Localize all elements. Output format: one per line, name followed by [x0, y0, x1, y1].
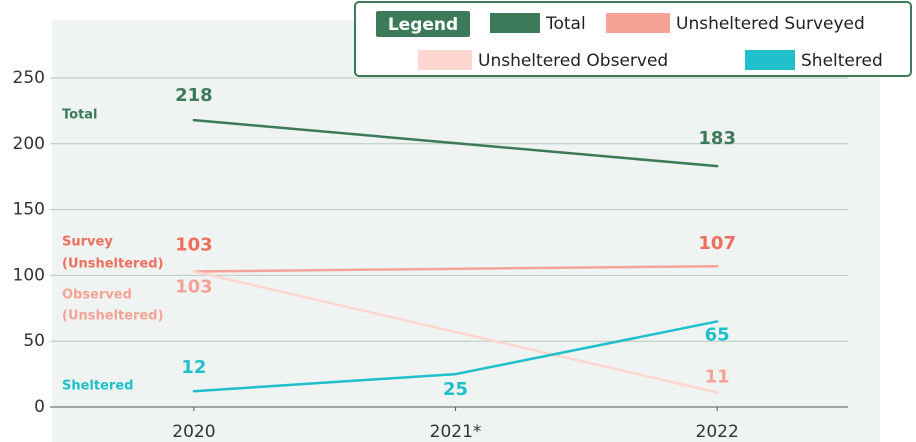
- legend-swatch: [745, 50, 795, 70]
- legend-label: Unsheltered Surveyed: [676, 14, 865, 34]
- data-label: 218: [175, 85, 213, 106]
- data-label: 107: [698, 233, 736, 254]
- series-label: Total: [62, 108, 98, 123]
- x-tick-label: 2021*: [430, 422, 482, 442]
- data-label: 183: [698, 128, 736, 149]
- data-label: 103: [175, 234, 213, 255]
- data-label: 11: [705, 367, 730, 388]
- legend-swatch: [606, 13, 670, 33]
- series-label: Observed: [62, 288, 132, 303]
- series-line: [192, 118, 719, 168]
- series-line: [192, 264, 719, 273]
- legend-label: Sheltered: [801, 51, 883, 71]
- y-tick-label: 100: [13, 265, 45, 285]
- series-label: Sheltered: [62, 379, 133, 394]
- x-tick-label: 2020: [172, 422, 215, 442]
- data-label: 12: [181, 357, 206, 378]
- y-tick-label: 150: [13, 200, 45, 220]
- x-tick-label: 2022: [696, 422, 739, 442]
- legend-swatch: [418, 50, 472, 70]
- legend-swatch: [490, 13, 540, 33]
- series-label: (Unsheltered): [62, 257, 164, 272]
- plot-area: [50, 77, 848, 411]
- series-label: Survey: [62, 235, 113, 250]
- legend-label: Unsheltered Observed: [478, 51, 668, 71]
- data-label: 65: [705, 324, 730, 345]
- series-line: [192, 320, 719, 393]
- legend-label: Total: [545, 14, 586, 34]
- series-line: [192, 270, 719, 394]
- legend-title: Legend: [388, 15, 458, 35]
- y-tick-label: 250: [13, 68, 45, 88]
- y-tick-label: 200: [13, 134, 45, 154]
- legend-badge: [376, 11, 470, 37]
- data-label: 103: [175, 276, 213, 297]
- series-label: (Unsheltered): [62, 309, 164, 324]
- y-tick-label: 0: [34, 397, 45, 417]
- y-tick-label: 50: [23, 331, 45, 351]
- legend: Legend Total Unsheltered Surveyed Unshelte…: [354, 1, 912, 77]
- data-label: 25: [443, 379, 468, 400]
